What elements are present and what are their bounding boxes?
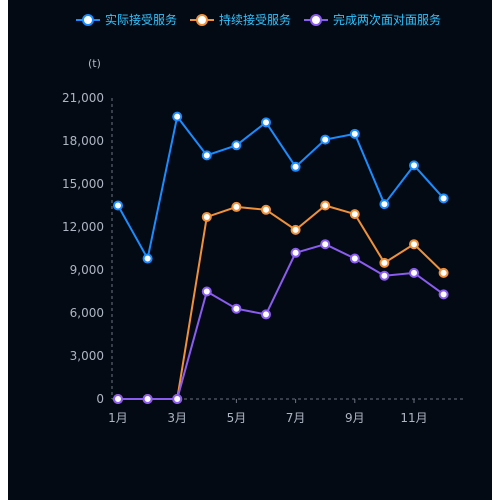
y-tick-label: 3,000 [70,349,104,363]
data-point [409,160,419,171]
data-point [231,140,242,151]
data-point [349,209,360,220]
x-tick-label: 1月 [108,411,128,425]
y-tick-label: 6,000 [70,306,104,320]
legend-label: 持续接受服务 [219,12,291,27]
data-point [290,224,301,235]
data-point [201,211,212,222]
legend: 实际接受服务 持续接受服务 完成两次面对面服务 [76,12,441,27]
legend-label: 实际接受服务 [105,12,177,27]
data-point [261,204,271,215]
data-point [290,161,301,172]
data-point [438,267,449,278]
data-point [349,128,360,139]
series-line [118,204,445,400]
legend-marker [310,14,322,26]
series-line [117,114,445,262]
legend-item-2: 持续接受服务 [190,12,291,27]
chart-panel: 实际接受服务 持续接受服务 完成两次面对面服务 (t) 0 3,000 6,000 9,0… [8,0,492,500]
data-point [379,257,390,268]
data-point [172,394,183,404]
y-tick-label: 12,000 [62,220,104,234]
legend-marker [82,14,94,26]
data-point [379,270,390,281]
data-point [290,247,301,258]
data-point [409,239,419,250]
x-tick-label: 9月 [345,411,365,425]
data-point [142,253,153,264]
series-1 [113,111,449,264]
legend-label: 完成两次面对面服务 [333,12,441,27]
data-point [349,253,360,264]
series-3 [113,239,449,404]
y-axis-unit: (t) [88,57,101,70]
data-point [320,134,331,145]
y-tick-label: 21,000 [62,91,104,105]
data-point [320,239,331,250]
line-chart: 实际接受服务 持续接受服务 完成两次面对面服务 (t) 0 3,000 6,000 9,0… [62,12,464,425]
data-point [379,199,390,210]
y-tick-label: 9,000 [70,263,104,277]
axes: 0 3,000 6,000 9,000 12,000 15,000 18,000 21,000… [62,91,464,425]
legend-item-1: 实际接受服务 [76,12,177,27]
x-tick-label: 11月 [400,411,427,425]
data-point [142,394,153,404]
x-tick-label: 7月 [286,411,306,425]
data-point [201,150,212,161]
y-tick-label: 15,000 [62,177,104,191]
data-point [113,394,123,404]
x-tick-label: 3月 [167,411,187,425]
data-point [231,201,242,212]
data-point [438,289,449,300]
data-point [231,303,242,314]
data-point [320,200,331,211]
legend-item-3: 完成两次面对面服务 [304,12,441,27]
data-point [438,193,449,204]
series-2 [113,200,449,404]
data-point [261,117,271,128]
data-point [201,286,212,297]
data-point [113,200,123,211]
x-tick-label: 5月 [227,411,247,425]
y-tick-label: 0 [96,392,104,406]
data-point [409,267,419,278]
y-tick-label: 18,000 [62,134,104,148]
data-point [172,111,183,122]
series-group [113,111,449,404]
data-point [261,309,271,320]
legend-marker [196,14,208,26]
series-line [118,243,445,400]
